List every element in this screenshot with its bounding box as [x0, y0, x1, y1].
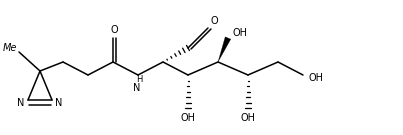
Text: OH: OH — [181, 113, 195, 123]
Text: N: N — [133, 83, 141, 93]
Text: OH: OH — [309, 73, 324, 83]
Text: OH: OH — [233, 28, 247, 38]
Text: N: N — [17, 98, 25, 108]
Text: H: H — [136, 75, 142, 85]
Text: Me: Me — [3, 43, 17, 53]
Polygon shape — [218, 37, 231, 62]
Text: OH: OH — [241, 113, 256, 123]
Text: O: O — [210, 16, 218, 26]
Text: N: N — [55, 98, 63, 108]
Text: O: O — [110, 25, 118, 35]
